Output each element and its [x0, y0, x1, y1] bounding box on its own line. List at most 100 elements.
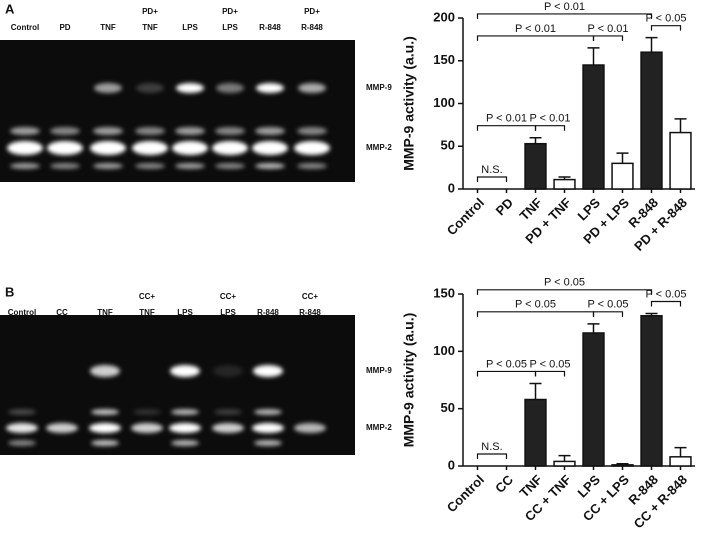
- gel-band: [94, 83, 122, 93]
- gel-band: [176, 83, 204, 93]
- significance-label: P < 0.05: [544, 277, 585, 289]
- lane-label: PD+: [142, 7, 158, 16]
- y-tick-label: 150: [433, 285, 455, 300]
- lane-label: PD: [59, 23, 70, 32]
- panel-letter: B: [5, 284, 14, 299]
- significance-bracket: [476, 176, 508, 182]
- gel-band: [294, 141, 330, 155]
- y-tick-label: 0: [448, 180, 455, 195]
- significance-label: P < 0.05: [587, 299, 628, 311]
- bar: [553, 178, 576, 190]
- gel-band: [91, 409, 119, 415]
- significance-bracket: [650, 25, 682, 31]
- significance-label: P < 0.05: [645, 13, 686, 25]
- lane-label: CC+: [139, 292, 156, 301]
- y-tick-label: 100: [433, 343, 455, 358]
- error-bar: [558, 176, 571, 180]
- error-bar: [558, 454, 571, 462]
- error-bar: [645, 312, 658, 316]
- significance-label: N.S.: [481, 164, 502, 176]
- lane-label: PD+: [222, 7, 238, 16]
- gel-band: [171, 440, 199, 446]
- gel-band: [172, 141, 208, 155]
- lane-label: R-848: [259, 23, 281, 32]
- lane-label: CC: [56, 308, 68, 317]
- gel-band: [175, 127, 205, 135]
- significance-label: P < 0.01: [515, 23, 556, 35]
- significance-bracket: [476, 370, 537, 377]
- error-bar: [529, 382, 542, 400]
- significance-label: P < 0.01: [529, 113, 570, 125]
- gel-band: [212, 423, 244, 433]
- gel-image: [0, 40, 355, 182]
- significance-label: N.S.: [481, 441, 502, 453]
- error-bar: [674, 446, 687, 457]
- gel-band: [252, 423, 284, 433]
- gel-band: [294, 423, 326, 433]
- error-bar: [616, 152, 629, 164]
- y-tick-label: 50: [441, 400, 455, 415]
- lane-label: LPS: [220, 308, 236, 317]
- y-axis-label: MMP-9 activity (a.u.): [401, 36, 417, 171]
- band-label: MMP-9: [366, 366, 392, 375]
- significance-bracket: [476, 289, 653, 295]
- error-bar: [587, 323, 600, 333]
- gel-band: [136, 83, 164, 93]
- bar: [640, 51, 663, 190]
- significance-label: P < 0.05: [515, 299, 556, 311]
- bar: [669, 131, 692, 190]
- lane-label: Control: [8, 308, 36, 317]
- gel-band: [91, 440, 119, 446]
- lane-label: CC+: [220, 292, 237, 301]
- y-tick-label: 50: [441, 138, 455, 153]
- gel-band: [212, 141, 248, 155]
- error-bar: [587, 47, 600, 66]
- gel-band: [216, 83, 244, 93]
- significance-label: P < 0.05: [529, 358, 570, 370]
- lane-label: PD+: [304, 7, 320, 16]
- y-tick-label: 100: [433, 95, 455, 110]
- bar: [669, 456, 692, 467]
- gel-band: [135, 163, 165, 169]
- error-bar: [616, 462, 629, 465]
- gel-band: [254, 409, 282, 415]
- gel-band: [50, 163, 80, 169]
- gel-band: [90, 141, 126, 155]
- gel-band: [171, 409, 199, 415]
- gel-band: [170, 365, 200, 377]
- gel-band: [8, 440, 36, 446]
- gel-band: [10, 163, 40, 169]
- gel-band: [89, 423, 121, 433]
- lane-label: LPS: [177, 308, 193, 317]
- error-bar: [645, 36, 658, 53]
- significance-bracket: [476, 311, 595, 317]
- gel-band: [175, 163, 205, 169]
- lane-label: LPS: [222, 23, 238, 32]
- gel-image: [0, 315, 355, 455]
- y-tick-label: 200: [433, 9, 455, 24]
- gel-band: [90, 365, 120, 377]
- significance-bracket: [650, 300, 682, 307]
- gel-band: [93, 163, 123, 169]
- gel-band: [93, 127, 123, 135]
- gel-band: [131, 423, 163, 433]
- significance-bracket: [476, 13, 653, 19]
- lane-label: R-848: [257, 308, 279, 317]
- gel-band: [214, 409, 242, 415]
- lane-label: TNF: [97, 308, 113, 317]
- significance-label: P < 0.01: [486, 113, 527, 125]
- gel-band: [46, 423, 78, 433]
- y-tick-label: 150: [433, 52, 455, 67]
- significance-bracket: [476, 35, 595, 41]
- error-bar: [529, 136, 542, 144]
- gel-band: [215, 163, 245, 169]
- gel-band: [47, 141, 83, 155]
- gel-band: [133, 409, 161, 415]
- lane-label: Control: [11, 23, 39, 32]
- lane-label: CC+: [302, 292, 319, 301]
- gel-band: [132, 141, 168, 155]
- gel-band: [169, 423, 201, 433]
- gel-band: [253, 365, 283, 377]
- significance-bracket: [476, 453, 508, 459]
